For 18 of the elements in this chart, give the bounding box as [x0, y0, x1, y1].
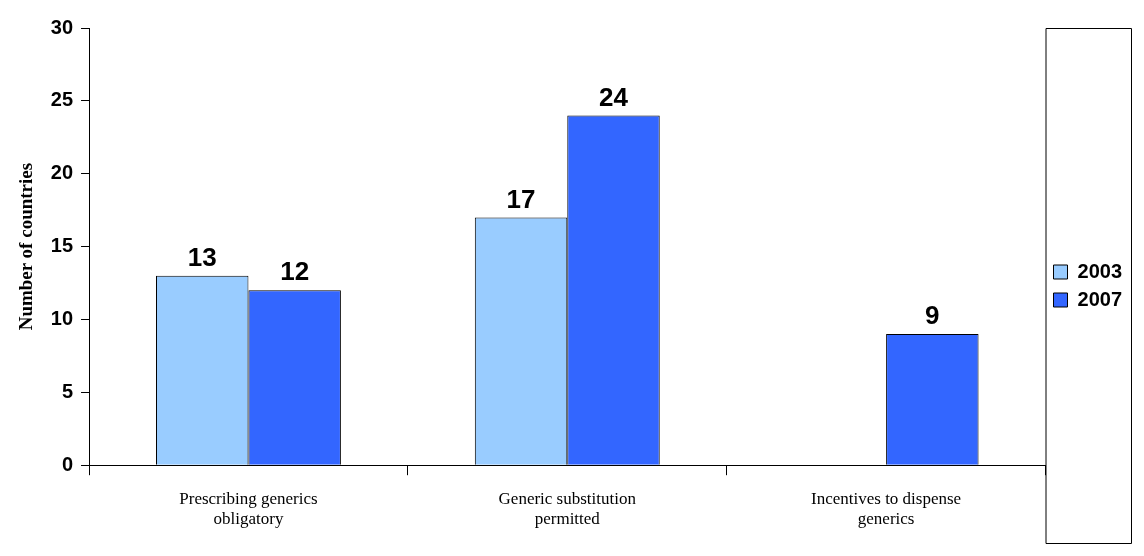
x-tick-label: Generic substitution permitted [498, 488, 637, 529]
data-label: 24 [599, 81, 629, 112]
data-label: 13 [187, 241, 217, 272]
data-label: 17 [506, 183, 536, 214]
data-label: 12 [280, 256, 310, 287]
x-tick-label: Incentives to dispense generics [811, 488, 962, 529]
y-tick-label: 5 [61, 379, 74, 402]
y-tick-label: 10 [50, 306, 74, 329]
legend-label: 2003 [1077, 259, 1123, 282]
y-tick-label: 25 [50, 88, 74, 111]
data-label: 9 [925, 300, 940, 331]
y-tick-label: 20 [50, 161, 74, 184]
y-tick-label: 15 [50, 234, 74, 257]
x-tick-label: Prescribing generics obligatory [179, 488, 318, 529]
legend-label: 2007 [1077, 287, 1123, 310]
y-tick-label: 0 [61, 452, 74, 475]
y-axis-title: Number of countries [15, 162, 37, 331]
y-tick-label: 30 [50, 15, 74, 38]
